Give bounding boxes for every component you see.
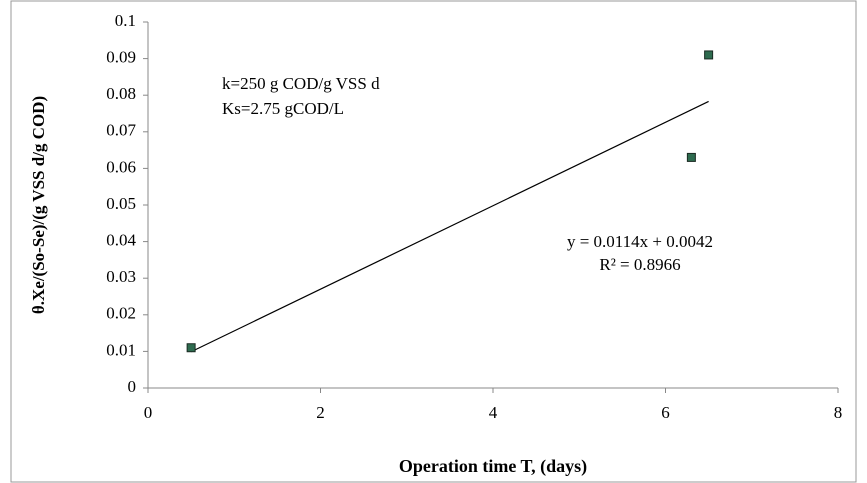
trend-line [190, 100, 709, 353]
y-tick-label: 0.06 [106, 157, 136, 176]
y-tick-label: 0.08 [106, 84, 136, 103]
x-tick-label: 6 [661, 403, 670, 422]
annotation: k=250 g COD/g VSS d [222, 74, 380, 93]
y-tick-label: 0.09 [106, 48, 136, 67]
y-tick-label: 0.01 [106, 340, 136, 359]
y-tick-label: 0.03 [106, 267, 136, 286]
y-tick-label: 0 [128, 377, 137, 396]
point [704, 50, 714, 60]
point [686, 152, 696, 162]
x-tick-label: 0 [144, 403, 153, 422]
y-axis-label: θ.Xe/(So-Se)/(g VSS d/g COD) [29, 96, 48, 314]
x-axis-label: Operation time T, (days) [399, 456, 587, 477]
trend-equation: y = 0.0114x + 0.0042 [567, 232, 713, 251]
annotation: Ks=2.75 gCOD/L [222, 99, 344, 118]
x-tick-label: 4 [489, 403, 498, 422]
x-tick-label: 2 [316, 403, 325, 422]
y-tick-label: 0.07 [106, 121, 136, 140]
point [186, 343, 196, 353]
trend-r2: R² = 0.8966 [599, 255, 680, 274]
y-tick-label: 0.1 [115, 11, 136, 30]
chart-frame [10, 0, 857, 483]
y-tick-label: 0.05 [106, 194, 136, 213]
y-tick-label: 0.04 [106, 231, 136, 250]
y-tick-label: 0.02 [106, 304, 136, 323]
x-tick-label: 8 [834, 403, 843, 422]
